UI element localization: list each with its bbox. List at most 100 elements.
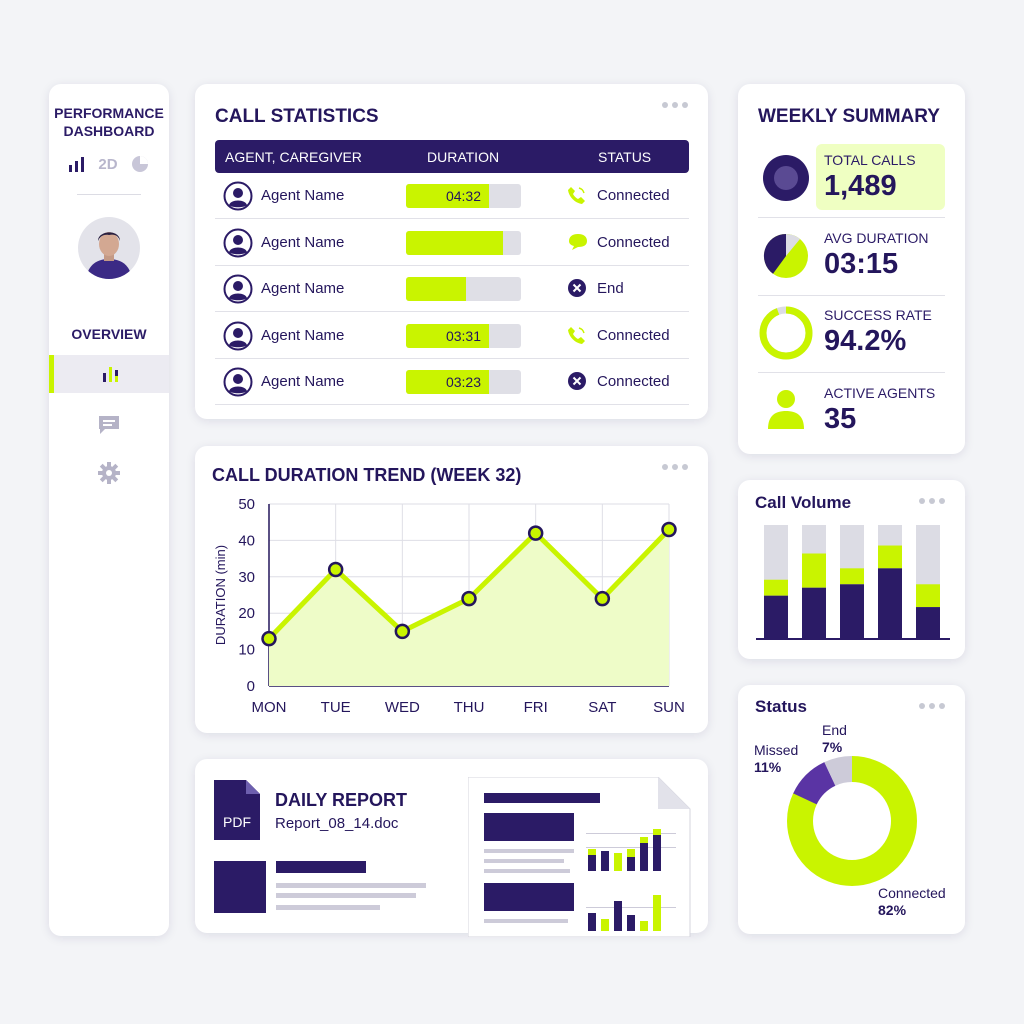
legend-missed-value: 11% — [754, 759, 782, 775]
agent-avatar-icon — [223, 321, 253, 356]
agent-name: Agent Name — [261, 373, 345, 390]
pie-chart-view-icon[interactable] — [130, 154, 150, 174]
column-header-status: STATUS — [598, 149, 652, 165]
dashboard-title-line2: DASHBOARD — [63, 123, 155, 139]
divider — [758, 372, 945, 373]
sidebar-item-messages[interactable] — [49, 414, 169, 436]
duration-bar-fill — [406, 370, 489, 394]
weekly-summary-card: WEEKLY SUMMARY TOTAL CALLS 1,489 AVG DUR… — [738, 84, 965, 454]
volume-bar-segment[interactable] — [878, 568, 902, 639]
legend-missed-label: Missed — [754, 742, 799, 758]
active-agents-label: ACTIVE AGENTS — [824, 385, 936, 401]
legend-connected: Connected 82% — [878, 885, 946, 919]
table-row[interactable]: Agent Name End — [215, 266, 689, 312]
dashboard-title: PERFORMANCE DASHBOARD — [49, 104, 169, 140]
total-calls-label: TOTAL CALLS — [824, 152, 916, 168]
total-calls-icon — [763, 155, 809, 201]
legend-end: End 7% — [822, 722, 847, 756]
view-2d-toggle[interactable]: 2D — [98, 155, 118, 173]
report-filename: Report_08_14.doc — [275, 815, 399, 832]
y-tick-label: 10 — [238, 642, 255, 659]
report-summary-preview — [214, 861, 426, 913]
agent-name: Agent Name — [261, 280, 345, 297]
overview-label: OVERVIEW — [71, 326, 147, 342]
data-point[interactable] — [661, 521, 677, 538]
data-point[interactable] — [594, 590, 611, 607]
sidebar-item-analytics[interactable] — [49, 355, 169, 393]
duration-bar: 03:31 — [406, 323, 521, 348]
analytics-icon — [102, 367, 118, 382]
donut-slice-end[interactable] — [783, 752, 921, 890]
avg-duration-label: AVG DURATION — [824, 230, 929, 246]
duration-bar-fill — [406, 184, 489, 208]
call-statistics-title: CALL STATISTICS — [215, 106, 379, 127]
x-tick-label: TUE — [321, 699, 351, 716]
total-calls-highlight — [816, 144, 945, 210]
status-donut-chart — [783, 752, 921, 890]
volume-bar-segment[interactable] — [802, 587, 826, 639]
table-row[interactable]: Agent Name Connected — [215, 220, 689, 266]
more-options-icon[interactable] — [919, 498, 945, 504]
weekly-summary-title: WEEKLY SUMMARY — [758, 106, 940, 127]
duration-bar — [406, 230, 521, 255]
table-row[interactable]: Agent Name 03:31 Connected — [215, 313, 689, 359]
more-options-icon[interactable] — [919, 703, 945, 709]
avg-duration-stat: AVG DURATION 03:15 — [824, 230, 1011, 281]
data-point[interactable] — [394, 623, 411, 640]
volume-bar-segment[interactable] — [916, 607, 940, 639]
volume-bar-segment[interactable] — [916, 584, 940, 608]
more-options-icon[interactable] — [662, 102, 688, 108]
agent-name: Agent Name — [261, 187, 345, 204]
call-volume-title: Call Volume — [755, 493, 852, 512]
call-volume-card: Call Volume — [738, 480, 965, 659]
bar-chart-view-icon[interactable] — [68, 155, 86, 173]
data-point[interactable] — [527, 525, 544, 541]
legend-end-value: 7% — [822, 739, 843, 755]
x-tick-label: SAT — [588, 699, 616, 716]
table-row[interactable]: Agent Name 03:23 Connected — [215, 359, 689, 405]
status-text: Connected — [597, 326, 670, 344]
daily-report-card[interactable]: PDF DAILY REPORT Report_08_14.doc — [195, 759, 708, 937]
legend-end-label: End — [822, 722, 847, 738]
table-row[interactable]: Agent Name 04:32 Connected — [215, 173, 689, 219]
y-tick-label: 20 — [238, 605, 255, 622]
column-header-agent: AGENT, CAREGIVER — [225, 149, 362, 165]
duration-value: 03:23 — [445, 374, 482, 390]
volume-bar-segment[interactable] — [840, 568, 864, 585]
phone-icon — [567, 185, 587, 210]
status-text: Connected — [597, 187, 670, 204]
data-point[interactable] — [461, 590, 477, 607]
total-calls-stat: TOTAL CALLS 1,489 — [824, 152, 1011, 203]
success-rate-stat: SUCCESS RATE 94.2% — [824, 307, 1011, 358]
avatar[interactable] — [78, 217, 140, 279]
call-duration-trend-card: CALL DURATION TREND (WEEK 32) 0 10 20 30 40 5… — [195, 446, 708, 733]
status-title: Status — [755, 697, 807, 716]
data-point[interactable] — [327, 561, 344, 578]
data-point[interactable] — [261, 630, 277, 647]
success-rate-value: 94.2% — [824, 325, 907, 357]
volume-bar-segment[interactable] — [802, 553, 826, 588]
avg-duration-pie-icon — [763, 233, 808, 278]
volume-bar-segment[interactable] — [878, 545, 902, 569]
status-text: Connected — [597, 373, 670, 390]
sidebar: PERFORMANCE DASHBOARD 2D OVERVIEW — [49, 84, 169, 936]
x-tick-label: THU — [454, 699, 485, 716]
more-options-icon[interactable] — [662, 464, 688, 470]
legend-connected-value: 82% — [878, 902, 907, 918]
status-card: Status End 7% Missed 11% Connected 82% — [738, 685, 965, 934]
donut-slice-connected[interactable] — [787, 756, 917, 886]
volume-bar-segment[interactable] — [840, 584, 864, 639]
volume-bar-segment[interactable] — [764, 595, 788, 639]
x-tick-label: FRI — [524, 699, 548, 716]
total-calls-value: 1,489 — [824, 170, 897, 202]
call-statistics-card: CALL STATISTICS AGENT, CAREGIVER DURATIO… — [195, 84, 708, 419]
trend-chart-title: CALL DURATION TREND (WEEK 32) — [212, 465, 522, 485]
sidebar-item-settings[interactable] — [49, 461, 169, 485]
view-switcher: 2D — [49, 154, 169, 174]
phone-icon — [567, 325, 587, 350]
agent-avatar-icon — [223, 367, 253, 402]
volume-bar-segment[interactable] — [764, 579, 788, 596]
active-agents-stat: ACTIVE AGENTS 35 — [824, 385, 1011, 436]
duration-bar — [406, 277, 521, 301]
y-tick-label: 40 — [238, 532, 255, 549]
